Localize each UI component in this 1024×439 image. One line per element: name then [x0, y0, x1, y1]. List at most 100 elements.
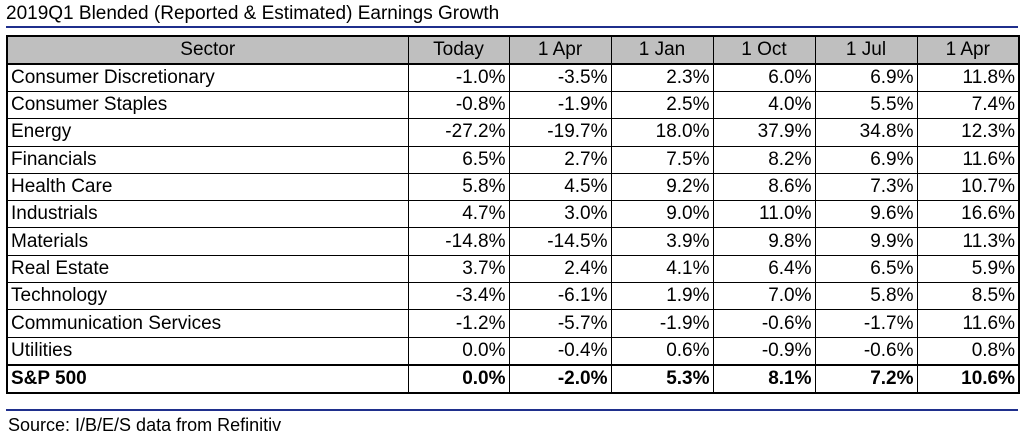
sector-cell: Communication Services: [6, 309, 409, 338]
value-cell: -27.2%: [407, 118, 510, 147]
column-header: Sector: [6, 35, 409, 65]
column-header: Today: [407, 35, 510, 65]
value-cell: 18.0%: [610, 118, 714, 147]
sector-cell: Consumer Discretionary: [6, 63, 409, 92]
value-cell: 8.6%: [712, 172, 816, 202]
table-row: Technology -3.4% -6.1% 1.9% 7.0% 5.8% 8.5%: [6, 282, 1020, 311]
value-cell: 6.0%: [712, 63, 816, 92]
value-cell: 9.2%: [610, 172, 714, 202]
value-cell: 7.3%: [814, 172, 918, 202]
value-cell: 8.5%: [916, 282, 1020, 311]
table-row: Consumer Staples -0.8% -1.9% 2.5% 4.0% 5.5% 7.…: [6, 90, 1020, 120]
table-row: Consumer Discretionary -1.0% -3.5% 2.3% 6.0%…: [6, 63, 1020, 92]
value-cell: 2.7%: [508, 145, 612, 174]
value-cell: 11.6%: [916, 309, 1020, 338]
table-body: Consumer Discretionary -1.0% -3.5% 2.3% 6.0%…: [6, 63, 1020, 394]
value-cell: -1.9%: [508, 90, 612, 120]
value-cell: 5.3%: [610, 363, 714, 394]
value-cell: 6.9%: [814, 63, 918, 92]
sector-cell: Materials: [6, 227, 409, 256]
value-cell: 2.4%: [508, 254, 612, 284]
value-cell: 11.3%: [916, 227, 1020, 256]
value-cell: 10.6%: [916, 363, 1020, 394]
sector-cell: Health Care: [6, 172, 409, 202]
column-header: 1 Jul: [814, 35, 918, 65]
value-cell: -14.5%: [508, 227, 612, 256]
value-cell: -1.0%: [407, 63, 510, 92]
sector-cell: Real Estate: [6, 254, 409, 284]
value-cell: 11.6%: [916, 145, 1020, 174]
sector-cell: Financials: [6, 145, 409, 174]
value-cell: -2.0%: [508, 363, 612, 394]
sector-cell: S&P 500: [6, 363, 409, 394]
value-cell: 7.0%: [712, 282, 816, 311]
source-note: Source: I/B/E/S data from Refinitiv: [8, 415, 282, 435]
value-cell: 6.5%: [814, 254, 918, 284]
value-cell: -14.8%: [407, 227, 510, 256]
value-cell: 6.9%: [814, 145, 918, 174]
table-row: Energy -27.2% -19.7% 18.0% 37.9% 34.8% 12.3%: [6, 118, 1020, 147]
column-header: 1 Apr: [508, 35, 612, 65]
value-cell: -0.6%: [814, 336, 918, 366]
value-cell: 9.6%: [814, 200, 918, 229]
value-cell: 5.8%: [407, 172, 510, 202]
column-header: 1 Oct: [712, 35, 816, 65]
table-row: Industrials 4.7% 3.0% 9.0% 11.0% 9.6% 16.6%: [6, 200, 1020, 229]
value-cell: 6.4%: [712, 254, 816, 284]
value-cell: 10.7%: [916, 172, 1020, 202]
table-row: Financials 6.5% 2.7% 7.5% 8.2% 6.9% 11.6%: [6, 145, 1020, 174]
value-cell: 11.0%: [712, 200, 816, 229]
value-cell: 11.8%: [916, 63, 1020, 92]
value-cell: -0.9%: [712, 336, 816, 366]
table-row: Materials -14.8% -14.5% 3.9% 9.8% 9.9% 11.3%: [6, 227, 1020, 256]
sector-cell: Technology: [6, 282, 409, 311]
value-cell: 7.2%: [814, 363, 918, 394]
value-cell: 3.9%: [610, 227, 714, 256]
value-cell: -1.7%: [814, 309, 918, 338]
value-cell: 4.5%: [508, 172, 612, 202]
value-cell: -3.5%: [508, 63, 612, 92]
value-cell: 7.4%: [916, 90, 1020, 120]
column-header: 1 Jan: [610, 35, 714, 65]
value-cell: -3.4%: [407, 282, 510, 311]
value-cell: 9.0%: [610, 200, 714, 229]
value-cell: 7.5%: [610, 145, 714, 174]
value-cell: 34.8%: [814, 118, 918, 147]
value-cell: 37.9%: [712, 118, 816, 147]
value-cell: 5.8%: [814, 282, 918, 311]
value-cell: 2.3%: [610, 63, 714, 92]
footer-rule: [6, 409, 1018, 411]
value-cell: -19.7%: [508, 118, 612, 147]
value-cell: -5.7%: [508, 309, 612, 338]
sector-cell: Industrials: [6, 200, 409, 229]
value-cell: 16.6%: [916, 200, 1020, 229]
value-cell: 12.3%: [916, 118, 1020, 147]
value-cell: -0.8%: [407, 90, 510, 120]
value-cell: 3.7%: [407, 254, 510, 284]
total-row: S&P 500 0.0% -2.0% 5.3% 8.1% 7.2% 10.6%: [6, 363, 1020, 394]
value-cell: 0.0%: [407, 336, 510, 366]
value-cell: 9.8%: [712, 227, 816, 256]
table-row: Real Estate 3.7% 2.4% 4.1% 6.4% 6.5% 5.9%: [6, 254, 1020, 284]
table-row: Communication Services -1.2% -5.7% -1.9% -0.…: [6, 309, 1020, 338]
value-cell: 8.2%: [712, 145, 816, 174]
value-cell: 2.5%: [610, 90, 714, 120]
value-cell: 4.7%: [407, 200, 510, 229]
table-row: Health Care 5.8% 4.5% 9.2% 8.6% 7.3% 10.7%: [6, 172, 1020, 202]
value-cell: -6.1%: [508, 282, 612, 311]
value-cell: 5.5%: [814, 90, 918, 120]
header-row: Sector Today 1 Apr 1 Jan 1 Oct 1 Jul 1 A…: [6, 35, 1020, 65]
value-cell: -0.6%: [712, 309, 816, 338]
value-cell: 8.1%: [712, 363, 816, 394]
sector-cell: Energy: [6, 118, 409, 147]
sector-cell: Consumer Staples: [6, 90, 409, 120]
value-cell: 4.0%: [712, 90, 816, 120]
value-cell: -1.2%: [407, 309, 510, 338]
value-cell: 0.0%: [407, 363, 510, 394]
value-cell: -0.4%: [508, 336, 612, 366]
value-cell: 0.8%: [916, 336, 1020, 366]
title-rule: [6, 26, 1018, 28]
value-cell: 9.9%: [814, 227, 918, 256]
table-row: Utilities 0.0% -0.4% 0.6% -0.9% -0.6% 0.8%: [6, 336, 1020, 366]
value-cell: 6.5%: [407, 145, 510, 174]
